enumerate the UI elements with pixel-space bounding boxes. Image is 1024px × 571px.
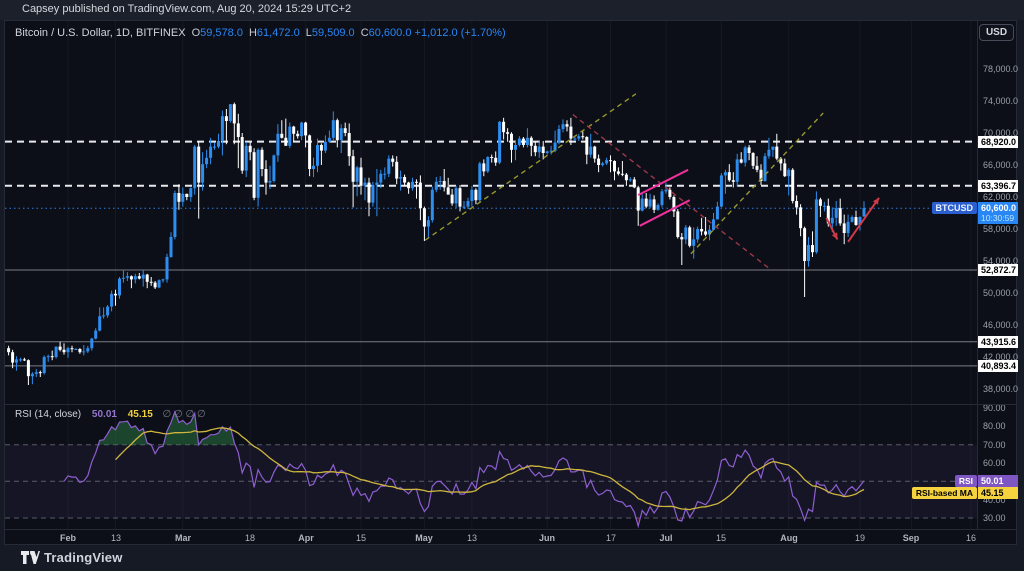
price-tick: 42,000.0 [983, 352, 1019, 362]
time-tick: Jul [659, 533, 673, 543]
rsi-tick: 30.00 [983, 513, 1006, 523]
price-tick: 66,000.0 [983, 160, 1019, 170]
rsi-tick: 80.00 [983, 421, 1006, 431]
rsi-value-tag: 50.01 [978, 475, 1018, 487]
last-price-tag: 60,600.0 10:30:59 [978, 202, 1018, 224]
price-tick: 38,000.0 [983, 384, 1019, 394]
symbol-title[interactable]: Bitcoin / U.S. Dollar, 1D, BITFINEX [15, 27, 186, 39]
change-value: +1,012.0 (+1.70%) [414, 27, 506, 39]
rsi-name-tag: RSI [954, 475, 977, 487]
ohlc-value: 59,578.0 [200, 27, 243, 39]
ohlc-value: 61,472.0 [256, 27, 300, 39]
time-tick: Feb [59, 533, 77, 543]
rsi-ma-value: 45.15 [127, 409, 153, 420]
price-tick: 54,000.0 [983, 256, 1019, 266]
price-tick: 46,000.0 [983, 320, 1019, 330]
rsi-tick: 60.00 [983, 458, 1006, 468]
pane-separator[interactable] [5, 404, 1017, 405]
bar-countdown: 10:30:59 [981, 213, 1015, 223]
time-axis[interactable]: Feb 13 Mar 18 Apr 15 May 13 Jun 17 Jul 15 Aug 19 Sep 16 [5, 529, 1017, 545]
footer: TradingView [0, 545, 1024, 571]
rsi-empty-values: ∅ ∅ ∅ ∅ [162, 409, 206, 420]
time-tick: Jun [538, 533, 556, 543]
tradingview-logo-icon[interactable] [21, 550, 40, 566]
tradingview-brand-text[interactable]: TradingView [44, 550, 123, 565]
time-tick: 19 [854, 533, 866, 543]
time-tick: May [415, 533, 433, 543]
currency-toggle-button[interactable]: USD [979, 24, 1014, 41]
ohlc-value: 60,600.0 [368, 27, 412, 39]
time-tick: Mar [174, 533, 192, 543]
rsi-pane[interactable] [5, 404, 977, 529]
time-tick: 15 [355, 533, 367, 543]
price-tick: 58,000.0 [983, 224, 1019, 234]
time-tick: Apr [298, 533, 314, 543]
ohlc-label: H [248, 27, 257, 39]
price-tick: 62,000.0 [983, 192, 1019, 202]
symbol-price-tag: BTCUSD [931, 202, 977, 214]
ohlc-label: O [191, 27, 201, 39]
time-tick: 16 [965, 533, 977, 543]
price-level-tag: 63,396.7 [978, 180, 1018, 192]
price-level-tag: 68,920.0 [978, 136, 1018, 148]
publish-info-text: Capsey published on TradingView.com, Aug… [22, 3, 352, 15]
rsi-tick: 40.00 [983, 495, 1006, 505]
time-tick: 13 [466, 533, 478, 543]
plot-area[interactable]: Bitcoin / U.S. Dollar, 1D, BITFINEX O59,5… [5, 21, 977, 529]
price-level-tag: 52,872.7 [978, 264, 1018, 276]
time-tick: 15 [715, 533, 727, 543]
rsi-ma-value-tag: 45.15 [978, 487, 1018, 499]
time-tick: 17 [605, 533, 617, 543]
price-tick: 78,000.0 [983, 64, 1019, 74]
ohlc-value: 59,509.0 [311, 27, 355, 39]
ohlc-label: L [305, 27, 312, 39]
rsi-ma-name-tag: RSI-based MA [911, 487, 977, 499]
time-tick: Aug [780, 533, 798, 543]
time-tick: 18 [244, 533, 256, 543]
price-axis[interactable]: USD 78,000.0 74,000.0 70,000.0 66,000.0 62,0… [977, 21, 1019, 529]
rsi-tick: 90.00 [983, 403, 1006, 413]
time-tick: 13 [110, 533, 122, 543]
rsi-value: 50.01 [91, 409, 117, 420]
price-level-tag: 43,915.6 [978, 336, 1018, 348]
publish-info-bar: Capsey published on TradingView.com, Aug… [0, 0, 1024, 20]
ohlc-label: C [360, 27, 369, 39]
symbol-legend: Bitcoin / U.S. Dollar, 1D, BITFINEX O59,5… [15, 27, 506, 39]
price-tick: 70,000.0 [983, 128, 1019, 138]
rsi-tick: 70.00 [983, 440, 1006, 450]
time-tick: Sep [902, 533, 920, 543]
rsi-title[interactable]: RSI (14, close) [15, 409, 82, 420]
candlestick-pane[interactable] [5, 21, 977, 404]
chart-widget: Bitcoin / U.S. Dollar, 1D, BITFINEX O59,5… [4, 20, 1019, 545]
price-tick: 74,000.0 [983, 96, 1019, 106]
rsi-legend: RSI (14, close) 50.01 45.15 ∅ ∅ ∅ ∅ [15, 409, 206, 420]
price-tick: 50,000.0 [983, 288, 1019, 298]
price-level-tag: 40,893.4 [978, 360, 1018, 372]
